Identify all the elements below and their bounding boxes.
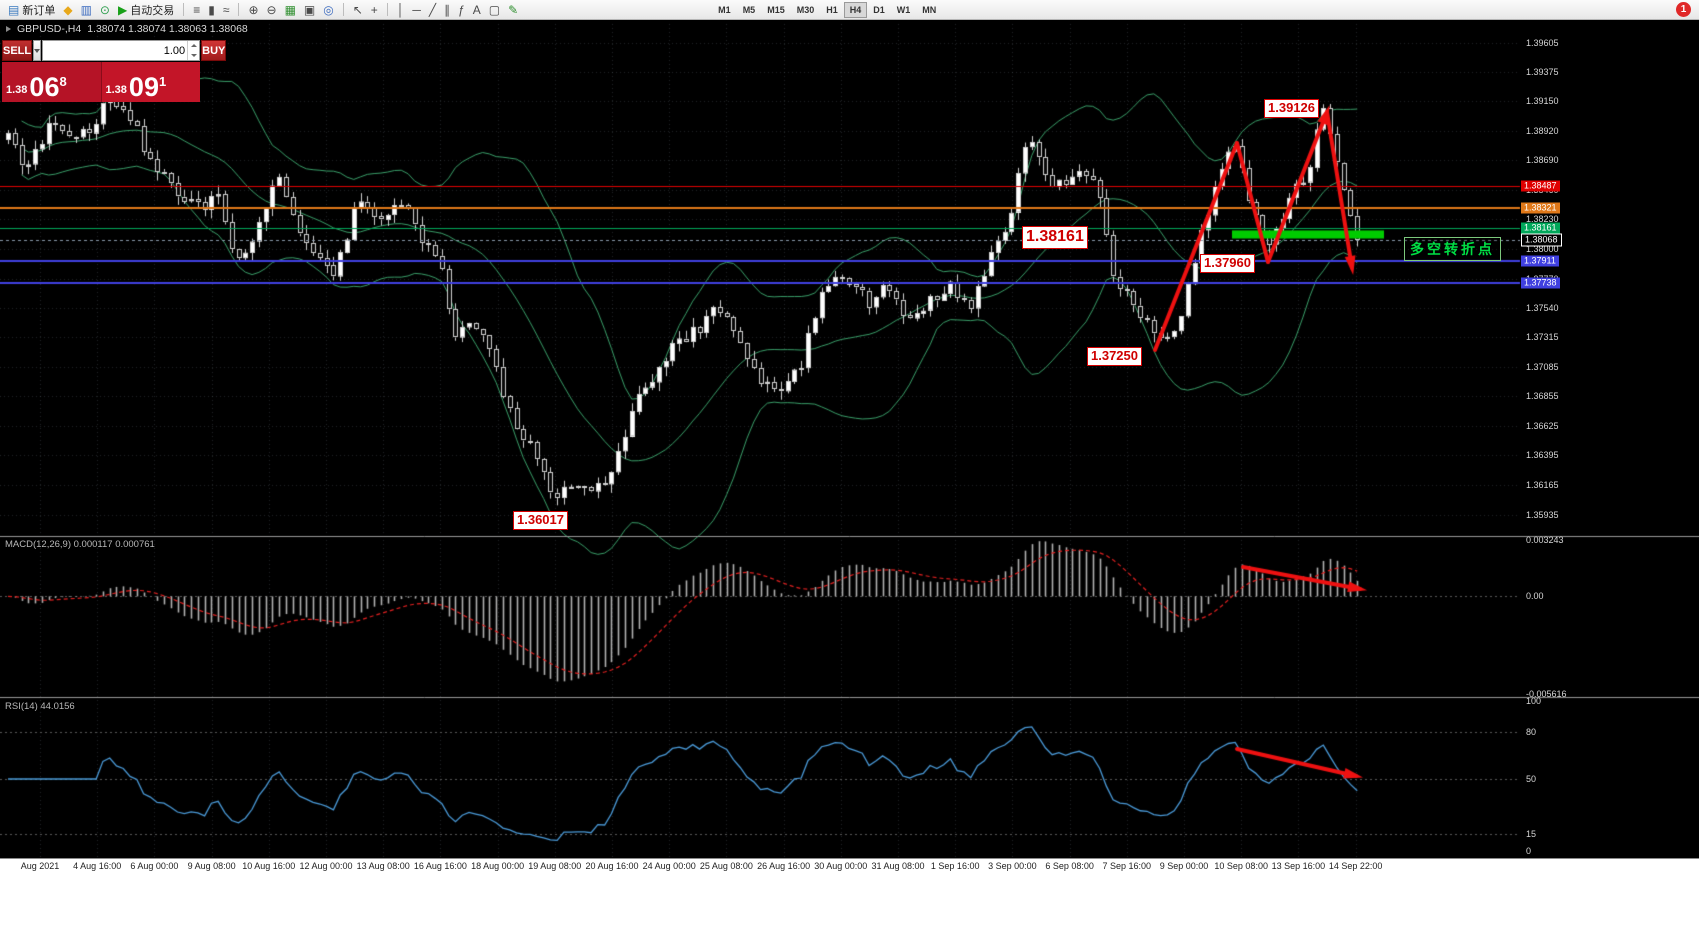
buy-price-display[interactable]: 1.38 09 1 [101, 62, 200, 102]
tile-windows-icon: ▦ [284, 2, 296, 17]
market-watch-icon: ▥ [80, 2, 92, 17]
data-refresh-icon: ⊙ [99, 2, 110, 17]
timeframe-w1[interactable]: W1 [891, 2, 917, 18]
sell-price-prefix: 1.38 [6, 84, 28, 96]
candlestick-chart-icon[interactable]: ▮ [204, 1, 219, 19]
new-order-button-label: 新订单 [22, 4, 56, 17]
macd-indicator-header: MACD(12,26,9) 0.000117 0.000761 [5, 539, 155, 550]
notifications-badge[interactable]: 1 [1676, 2, 1691, 17]
buy-button[interactable]: BUY [201, 40, 227, 61]
bar-chart-icon[interactable]: ≡ [189, 1, 204, 19]
text-icon[interactable]: A [469, 1, 485, 19]
shapes-icon: ✎ [508, 2, 519, 17]
auto-trading-button-label: 自动交易 [130, 4, 175, 17]
mql-editor-icon: ◆ [63, 2, 73, 17]
fibonacci-icon: ƒ [458, 2, 465, 17]
chevron-down-icon [34, 48, 41, 53]
line-chart-icon: ≈ [222, 2, 230, 17]
volume-increase-button[interactable] [188, 41, 199, 51]
turning-point-annotation[interactable]: 多空转折点 [1404, 237, 1501, 261]
cursor-icon: ↖ [352, 2, 363, 17]
volume-stepper [187, 41, 199, 60]
timeframe-h1[interactable]: H1 [820, 2, 844, 18]
chevron-up-icon [190, 44, 197, 48]
arrow-label-icon[interactable]: ▢ [485, 1, 504, 19]
toolbar-separator [386, 3, 388, 16]
crosshair-icon[interactable]: + [367, 1, 382, 19]
text-icon: A [472, 2, 481, 17]
data-refresh-icon[interactable]: ⊙ [96, 1, 114, 19]
toolbar-separator [183, 3, 185, 16]
toolbar-icons: ▤ 新订单 ◆ ▥ ⊙ ▶ 自动交易 ≡ ▮ ≈ ⊕ ⊖ ▦ ▣ ◎ ↖ + │ ─ ╱ ∥ ƒ A ▢ ✎ [4, 1, 522, 19]
timeframe-m15[interactable]: M15 [761, 2, 791, 18]
timeframe-m1[interactable]: M1 [712, 2, 737, 18]
mql-editor-icon[interactable]: ◆ [59, 1, 76, 19]
market-watch-icon[interactable]: ▥ [77, 1, 96, 19]
zoom-out-icon: ⊖ [266, 2, 277, 17]
timeframe-m30[interactable]: M30 [791, 2, 821, 18]
cursor-icon[interactable]: ↖ [349, 1, 367, 19]
horizontal-line-icon: ─ [412, 2, 421, 17]
sell-button[interactable]: SELL [2, 40, 33, 61]
vertical-line-icon: │ [396, 2, 405, 17]
timeframe-mn[interactable]: MN [916, 2, 942, 18]
new-chart-icon[interactable]: ▣ [300, 1, 319, 19]
auto-trading-icon: ▶ [117, 2, 128, 17]
timeframe-toolbar: M1 M5 M15 M30 H1 H4 D1 W1 MN [712, 1, 942, 18]
symbol-marker-icon [6, 26, 11, 32]
channel-icon: ∥ [444, 2, 451, 17]
period-selector-icon: ◎ [323, 2, 334, 17]
chart-title: GBPUSD-,H4 1.38074 1.38074 1.38063 1.380… [6, 23, 248, 35]
fibonacci-icon[interactable]: ƒ [454, 1, 469, 19]
crosshair-icon: + [370, 2, 378, 17]
sell-price-pip: 8 [59, 74, 67, 89]
shapes-icon[interactable]: ✎ [504, 1, 522, 19]
rsi-indicator-header: RSI(14) 44.0156 [5, 701, 75, 712]
zoom-in-icon[interactable]: ⊕ [244, 1, 262, 19]
buy-price-prefix: 1.38 [105, 84, 127, 96]
sell-price-big: 06 [29, 72, 60, 102]
volume-dropdown[interactable] [33, 40, 42, 61]
buy-price-pip: 1 [158, 74, 167, 89]
trade-prices-row: 1.38 06 8 1.38 09 1 [2, 62, 200, 102]
channel-icon[interactable]: ∥ [440, 1, 454, 19]
volume-input[interactable] [43, 41, 188, 60]
chevron-down-icon [190, 53, 197, 57]
buy-price-big: 09 [128, 72, 159, 102]
timeframe-m5[interactable]: M5 [737, 2, 762, 18]
toolbar-separator [342, 3, 344, 16]
main-toolbar: ▤ 新订单 ◆ ▥ ⊙ ▶ 自动交易 ≡ ▮ ≈ ⊕ ⊖ ▦ ▣ ◎ ↖ + │ ─ ╱ ∥ ƒ A ▢ ✎ M1 M5 M15 M3… [0, 0, 1699, 20]
vertical-line-icon[interactable]: │ [393, 1, 409, 19]
horizontal-line-icon[interactable]: ─ [408, 1, 425, 19]
arrow-label-icon: ▢ [488, 2, 501, 17]
candlestick-chart-icon: ▮ [208, 2, 215, 17]
zoom-out-icon[interactable]: ⊖ [263, 1, 281, 19]
new-chart-icon: ▣ [303, 2, 316, 17]
timeframe-h4[interactable]: H4 [843, 1, 868, 18]
chart-canvas[interactable] [0, 20, 1699, 858]
zoom-in-icon: ⊕ [248, 2, 259, 17]
time-axis-strip [0, 858, 1699, 880]
bar-chart-icon: ≡ [193, 2, 201, 17]
volume-decrease-button[interactable] [188, 51, 199, 61]
trendline-icon[interactable]: ╱ [425, 1, 440, 19]
symbol-period-label: GBPUSD-,H4 [17, 23, 82, 35]
sell-price-display[interactable]: 1.38 06 8 [2, 62, 102, 102]
trendline-icon: ╱ [428, 2, 437, 17]
one-click-trading-panel: SELL BUY 1.38 06 8 1.38 09 1 [2, 40, 227, 102]
new-order-button[interactable]: ▤ 新订单 [4, 1, 59, 19]
tile-windows-icon[interactable]: ▦ [281, 1, 300, 19]
volume-input-wrap [42, 40, 201, 61]
toolbar-separator [238, 3, 240, 16]
line-chart-icon[interactable]: ≈ [219, 1, 234, 19]
trade-controls-row: SELL BUY [2, 40, 227, 61]
new-order-icon: ▤ [8, 2, 20, 17]
period-selector-icon[interactable]: ◎ [319, 1, 337, 19]
ohlc-quotes: 1.38074 1.38074 1.38063 1.38068 [87, 23, 248, 35]
auto-trading-button[interactable]: ▶ 自动交易 [114, 1, 178, 19]
timeframe-d1[interactable]: D1 [867, 2, 891, 18]
